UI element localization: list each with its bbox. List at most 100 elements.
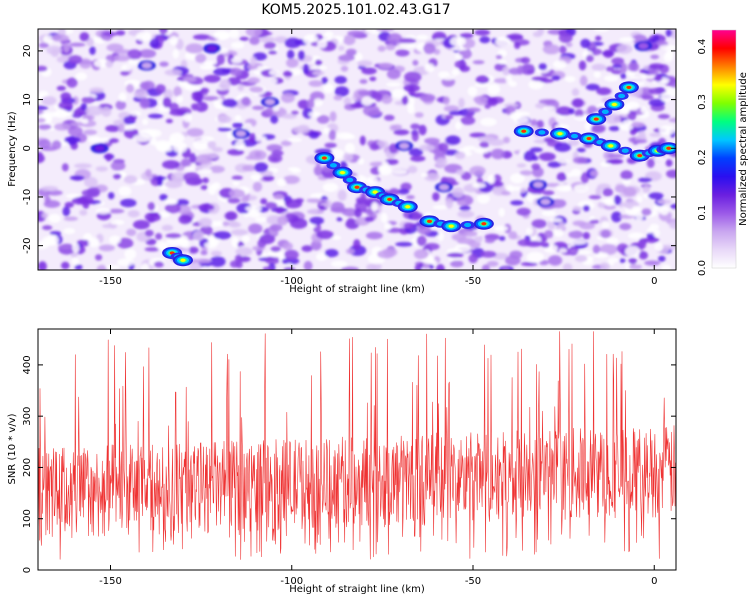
noise-blob (467, 107, 481, 113)
noise-blob (334, 86, 349, 97)
noise-blob (72, 242, 80, 253)
noise-blob (624, 246, 641, 257)
noise-blob (604, 197, 616, 207)
noise-blob (603, 204, 617, 210)
noise-blob (460, 116, 476, 125)
noise-blob (435, 157, 448, 167)
noise-blob (481, 264, 490, 270)
noise-blob (411, 131, 419, 142)
noise-blob (600, 229, 611, 239)
noise-blob (188, 246, 199, 254)
noise-blob (487, 83, 501, 95)
snr-frame (37, 328, 677, 571)
noise-blob (284, 37, 301, 49)
noise-blob (479, 36, 491, 44)
noise-blob (62, 206, 71, 217)
noise-blob (516, 207, 531, 216)
noise-blob (120, 70, 130, 76)
ridge-link-core (571, 133, 578, 139)
noise-blob (139, 81, 150, 90)
noise-blob (107, 208, 125, 214)
noise-blob (468, 254, 478, 264)
noise-blob (98, 244, 115, 252)
noise-blob (208, 234, 215, 246)
noise-blob (302, 63, 310, 75)
colorbar-tick-label: 0.2 (697, 149, 708, 165)
noise-blob (407, 165, 418, 174)
noise-blob (255, 216, 268, 223)
noise-blob (76, 195, 94, 205)
noise-blob (298, 50, 305, 61)
noise-blob (544, 230, 554, 239)
noise-blob (443, 96, 450, 105)
noise-blob (551, 75, 561, 81)
noise-blob (95, 254, 103, 261)
noise-blob (51, 140, 62, 150)
noise-blob (198, 217, 213, 228)
y-tick-label: 300 (22, 407, 33, 426)
noise-blob (556, 106, 573, 116)
noise-blob (454, 243, 471, 253)
noise-blob (648, 98, 666, 107)
noise-blob (520, 57, 531, 64)
noise-blob (404, 71, 422, 83)
noise-blob (340, 65, 349, 72)
noise-blob (285, 212, 294, 220)
noise-blob (361, 67, 377, 75)
noise-blob (110, 219, 125, 225)
noise-blob (301, 245, 313, 252)
noise-blob (95, 208, 111, 215)
noise-blob (155, 84, 166, 94)
noise-blob (636, 195, 643, 203)
noise-blob (505, 255, 521, 266)
noise-blob (145, 169, 152, 177)
noise-blob (611, 69, 622, 75)
noise-blob (189, 153, 197, 164)
noise-blob (79, 58, 92, 69)
noise-blob (375, 93, 383, 102)
noise-blob (659, 44, 676, 51)
noise-blob (416, 235, 427, 247)
noise-blob (158, 145, 173, 152)
snr-panel: -150 -100 -50 0 0 100 200 300 400 Height of str… (7, 328, 677, 595)
noise-blob (79, 32, 90, 42)
noise-blob (397, 188, 410, 195)
noise-blob (480, 250, 497, 258)
noise-blob (571, 88, 580, 97)
noise-blob (539, 259, 549, 266)
noise-blob (392, 124, 403, 130)
noise-blob (548, 255, 563, 266)
noise-blob (588, 195, 602, 200)
noise-blob (526, 227, 534, 235)
ridge-core (481, 222, 487, 226)
noise-blob (423, 43, 436, 54)
noise-blob (64, 136, 81, 144)
noise-blob (312, 70, 325, 76)
noise-blob (529, 147, 543, 153)
noise-blob (607, 257, 619, 263)
noise-blob (354, 208, 362, 218)
noise-blob (164, 198, 178, 205)
noise-blob (217, 127, 232, 132)
noise-blob (353, 239, 361, 250)
spot-inner (540, 198, 551, 205)
noise-blob (191, 103, 199, 111)
noise-blob (657, 199, 672, 205)
noise-blob (273, 194, 284, 200)
noise-blob (378, 62, 393, 69)
noise-blob (369, 111, 383, 116)
noise-blob (276, 178, 287, 187)
noise-blob (542, 44, 561, 55)
noise-blob (419, 93, 436, 102)
noise-blob (472, 182, 486, 189)
noise-blob (619, 223, 632, 231)
noise-blob (232, 181, 240, 186)
noise-blob (456, 169, 465, 176)
noise-blob (287, 49, 295, 60)
noise-blob (591, 63, 607, 71)
noise-blob (459, 33, 474, 39)
noise-blob (49, 231, 62, 236)
noise-blob (381, 94, 393, 104)
ridge-core (321, 156, 327, 160)
noise-blob (670, 203, 676, 209)
